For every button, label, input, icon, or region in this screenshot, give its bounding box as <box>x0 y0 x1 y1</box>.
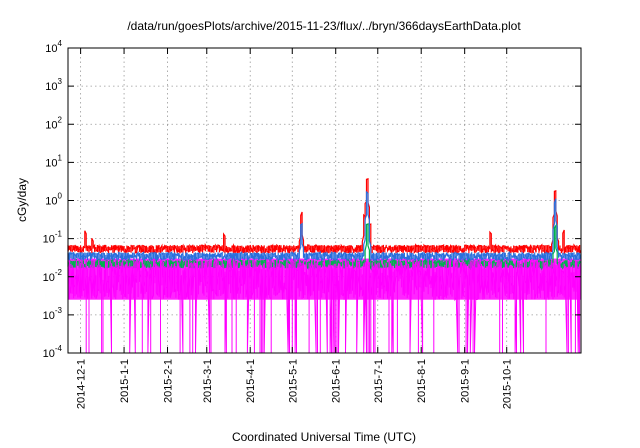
x-tick-label: 2015-3-1 <box>202 359 214 403</box>
y-axis-label: cGy/day <box>15 178 29 222</box>
y-tick-exponent: -2 <box>55 268 63 277</box>
x-tick-label: 2014-12-1 <box>76 359 88 409</box>
series-line <box>67 258 582 354</box>
y-tick-exponent: -1 <box>55 230 63 239</box>
y-tick-exponent: 1 <box>58 153 63 162</box>
x-tick-label: 2015-4-1 <box>245 359 257 403</box>
y-tick-exponent: 2 <box>58 115 63 124</box>
x-tick-label: 2015-9-1 <box>460 359 472 403</box>
series-layer <box>67 177 582 354</box>
x-tick-label: 2015-6-1 <box>331 359 343 403</box>
x-axis-label: Coordinated Universal Time (UTC) <box>232 430 416 444</box>
x-tick-label: 2015-7-1 <box>373 359 385 403</box>
x-tick-label: 2015-1-1 <box>119 359 131 403</box>
y-tick-exponent: 4 <box>58 39 63 48</box>
y-tick-exponent: 0 <box>58 192 63 201</box>
x-tick-label: 2015-8-1 <box>416 359 428 403</box>
y-tick-exponent: -3 <box>55 306 63 315</box>
x-axis-ticks: 2014-12-1 2015-1-1 2015-2-1 2015-3-1 2015-4-… <box>76 48 514 409</box>
x-tick-label: 2015-10-1 <box>502 359 514 409</box>
x-tick-label: 2015-2-1 <box>163 359 175 403</box>
y-tick-exponent: -4 <box>55 344 63 353</box>
y-tick-exponent: 3 <box>58 77 63 86</box>
x-tick-label: 2015-5-1 <box>287 359 299 403</box>
series-line <box>67 177 582 256</box>
chart-title: /data/run/goesPlots/archive/2015-11-23/f… <box>127 19 521 33</box>
